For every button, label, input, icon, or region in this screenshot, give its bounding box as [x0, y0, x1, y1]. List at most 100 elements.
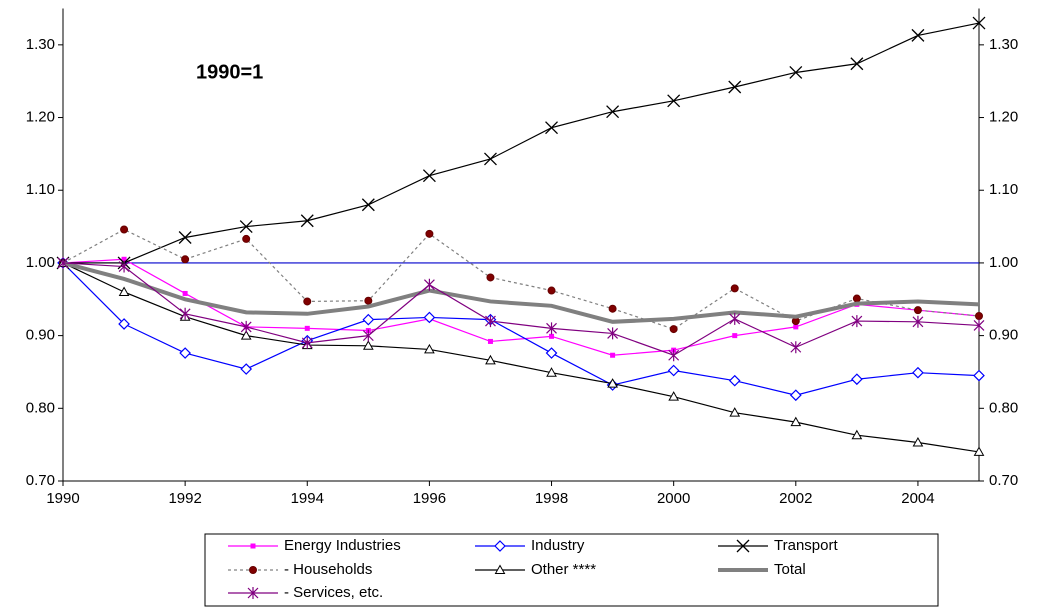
marker	[912, 315, 924, 328]
marker	[423, 278, 435, 291]
marker	[972, 16, 986, 30]
marker	[852, 294, 861, 303]
y-tick-label: 1.20	[26, 109, 55, 126]
marker	[789, 66, 803, 79]
marker	[494, 540, 506, 552]
marker	[240, 363, 253, 375]
marker	[912, 366, 924, 379]
marker	[728, 80, 742, 94]
x-tick-label: 1992	[168, 490, 201, 507]
marker	[118, 318, 130, 330]
marker	[730, 284, 739, 293]
marker	[736, 539, 750, 553]
series-line	[62, 262, 980, 453]
marker	[973, 369, 985, 382]
marker	[364, 296, 373, 305]
y-tick-label: 1.00	[26, 254, 55, 271]
marker	[424, 343, 435, 354]
marker	[485, 315, 496, 328]
marker	[668, 349, 680, 362]
marker	[790, 416, 802, 427]
marker	[239, 220, 253, 234]
marker	[301, 336, 313, 349]
marker	[240, 330, 252, 340]
marker	[247, 587, 259, 599]
marker	[608, 304, 617, 313]
marker	[545, 347, 558, 359]
marker	[249, 566, 257, 574]
marker	[179, 307, 191, 320]
y2-tick-label: 1.30	[989, 36, 1018, 53]
legend-label: Total	[774, 561, 806, 578]
series-line	[62, 262, 980, 356]
series-line	[62, 228, 980, 330]
marker	[912, 436, 924, 447]
legend-box	[204, 533, 939, 607]
x-tick-label: 1998	[535, 490, 568, 507]
legend-label: - Households	[284, 561, 372, 578]
marker	[546, 367, 557, 377]
x-tick-label: 1996	[413, 490, 446, 507]
marker	[362, 313, 375, 326]
y-tick-label: 1.10	[26, 181, 55, 198]
marker	[361, 198, 375, 212]
marker	[669, 325, 678, 334]
marker	[606, 105, 620, 119]
legend-label: Other ****	[531, 561, 596, 578]
marker	[851, 315, 863, 328]
marker	[728, 374, 741, 387]
marker	[973, 446, 985, 456]
marker	[546, 322, 557, 335]
marker	[790, 341, 802, 354]
x-tick-label: 2002	[779, 490, 812, 507]
marker	[425, 229, 434, 238]
y2-tick-label: 0.70	[989, 472, 1018, 489]
y-tick-label: 1.30	[26, 36, 55, 53]
marker	[549, 333, 555, 339]
legend-label: Industry	[531, 537, 585, 554]
series-line	[62, 262, 980, 396]
marker	[304, 325, 310, 331]
y2-tick-label: 0.90	[989, 327, 1018, 344]
marker	[607, 327, 619, 340]
marker	[118, 286, 130, 296]
marker	[913, 306, 922, 315]
series-line	[62, 260, 980, 324]
y2-tick-label: 1.00	[989, 254, 1018, 271]
marker	[793, 324, 799, 330]
annotation: 1990=1	[196, 61, 263, 83]
y-tick-label: 0.70	[26, 472, 55, 489]
marker	[179, 347, 191, 359]
marker	[494, 564, 506, 574]
marker	[486, 273, 495, 282]
marker	[300, 214, 314, 228]
marker	[242, 234, 251, 243]
legend-label: Energy Industries	[284, 537, 401, 554]
y2-tick-label: 1.20	[989, 109, 1018, 126]
marker	[484, 152, 497, 166]
marker	[732, 333, 738, 339]
series-line	[63, 22, 980, 264]
marker	[178, 231, 192, 244]
marker	[668, 391, 680, 401]
x-tick-label: 2004	[901, 490, 934, 507]
marker	[667, 94, 681, 108]
marker	[973, 319, 985, 332]
marker	[789, 389, 802, 402]
marker	[362, 340, 374, 350]
x-tick-label: 1994	[291, 490, 324, 507]
y-tick-label: 0.80	[26, 399, 55, 416]
y2-tick-label: 0.80	[989, 399, 1018, 416]
marker	[729, 312, 741, 325]
marker	[487, 338, 493, 344]
marker	[547, 286, 556, 295]
marker	[118, 260, 130, 273]
x-tick-label: 1990	[46, 490, 79, 507]
marker	[181, 255, 190, 264]
series-line	[62, 258, 980, 356]
marker	[485, 354, 496, 365]
legend-label: Transport	[774, 537, 838, 554]
marker	[423, 311, 436, 324]
marker	[851, 429, 863, 440]
y2-tick-label: 1.10	[989, 181, 1018, 198]
